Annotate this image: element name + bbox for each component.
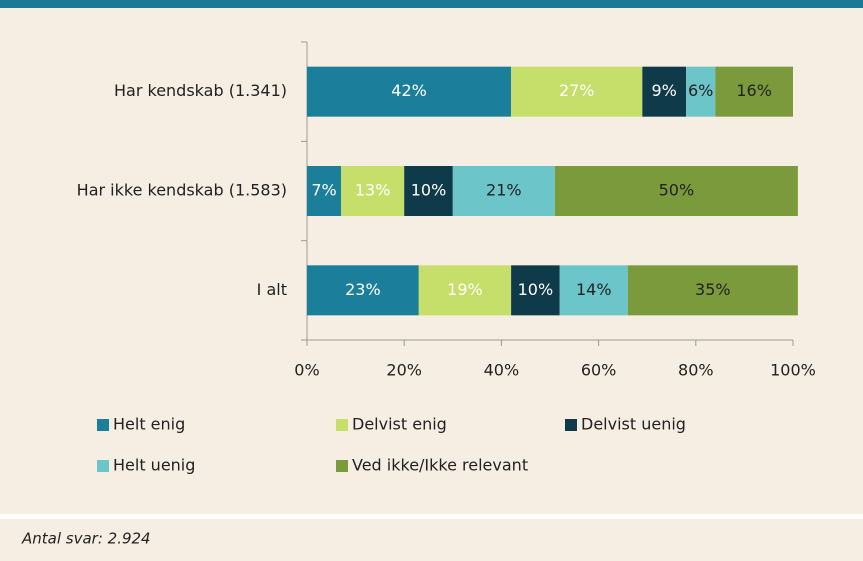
category-label: Har ikke kendskab (1.583) bbox=[77, 181, 287, 200]
data-label: 10% bbox=[518, 280, 554, 299]
bar-segment bbox=[715, 66, 793, 117]
legend-swatch bbox=[336, 460, 348, 472]
legend-label: Delvist uenig bbox=[581, 415, 686, 434]
x-tick-label: 80% bbox=[678, 361, 714, 380]
bar-segment bbox=[307, 166, 342, 216]
legend-label: Helt uenig bbox=[113, 456, 195, 475]
legend-swatch bbox=[97, 419, 109, 431]
legend-label: Helt enig bbox=[113, 415, 185, 434]
bar-segment bbox=[511, 66, 643, 117]
bar-segment bbox=[627, 265, 798, 316]
bar-segment bbox=[404, 166, 453, 216]
bar-segment bbox=[554, 166, 798, 216]
bar-segment bbox=[452, 166, 555, 216]
data-label: 21% bbox=[486, 181, 522, 200]
data-label: 23% bbox=[345, 280, 381, 299]
x-tick-label: 100% bbox=[770, 361, 816, 380]
x-tick-label: 40% bbox=[484, 361, 520, 380]
x-tick-label: 60% bbox=[581, 361, 617, 380]
data-label: 7% bbox=[311, 181, 336, 200]
data-label: 9% bbox=[652, 81, 677, 100]
x-tick-label: 20% bbox=[386, 361, 422, 380]
legend-swatch bbox=[336, 419, 348, 431]
bar-segment bbox=[307, 265, 419, 316]
data-label: 6% bbox=[688, 81, 713, 100]
data-label: 14% bbox=[576, 280, 612, 299]
category-label: I alt bbox=[257, 280, 287, 299]
data-label: 16% bbox=[736, 81, 772, 100]
data-label: 19% bbox=[447, 280, 483, 299]
data-label: 35% bbox=[695, 280, 731, 299]
bar-segment bbox=[511, 265, 560, 316]
data-label: 27% bbox=[559, 81, 595, 100]
note-panel bbox=[0, 519, 863, 561]
data-label: 10% bbox=[411, 181, 447, 200]
data-label: 50% bbox=[659, 181, 695, 200]
bar-segment bbox=[341, 166, 405, 216]
top-band bbox=[0, 0, 863, 8]
bar-segment bbox=[559, 265, 628, 316]
bar-segment bbox=[686, 66, 716, 117]
category-label: Har kendskab (1.341) bbox=[114, 81, 287, 100]
legend-label: Delvist enig bbox=[352, 415, 447, 434]
legend-label: Ved ikke/Ikke relevant bbox=[352, 456, 528, 475]
note: Antal svar: 2.924 bbox=[21, 530, 151, 548]
data-label: 42% bbox=[391, 81, 427, 100]
legend-swatch bbox=[97, 460, 109, 472]
bar-segment bbox=[418, 265, 512, 316]
x-tick-label: 0% bbox=[294, 361, 319, 380]
data-label: 13% bbox=[355, 181, 391, 200]
legend-swatch bbox=[565, 419, 577, 431]
bar-segment bbox=[642, 66, 687, 117]
bar-segment bbox=[307, 66, 512, 117]
